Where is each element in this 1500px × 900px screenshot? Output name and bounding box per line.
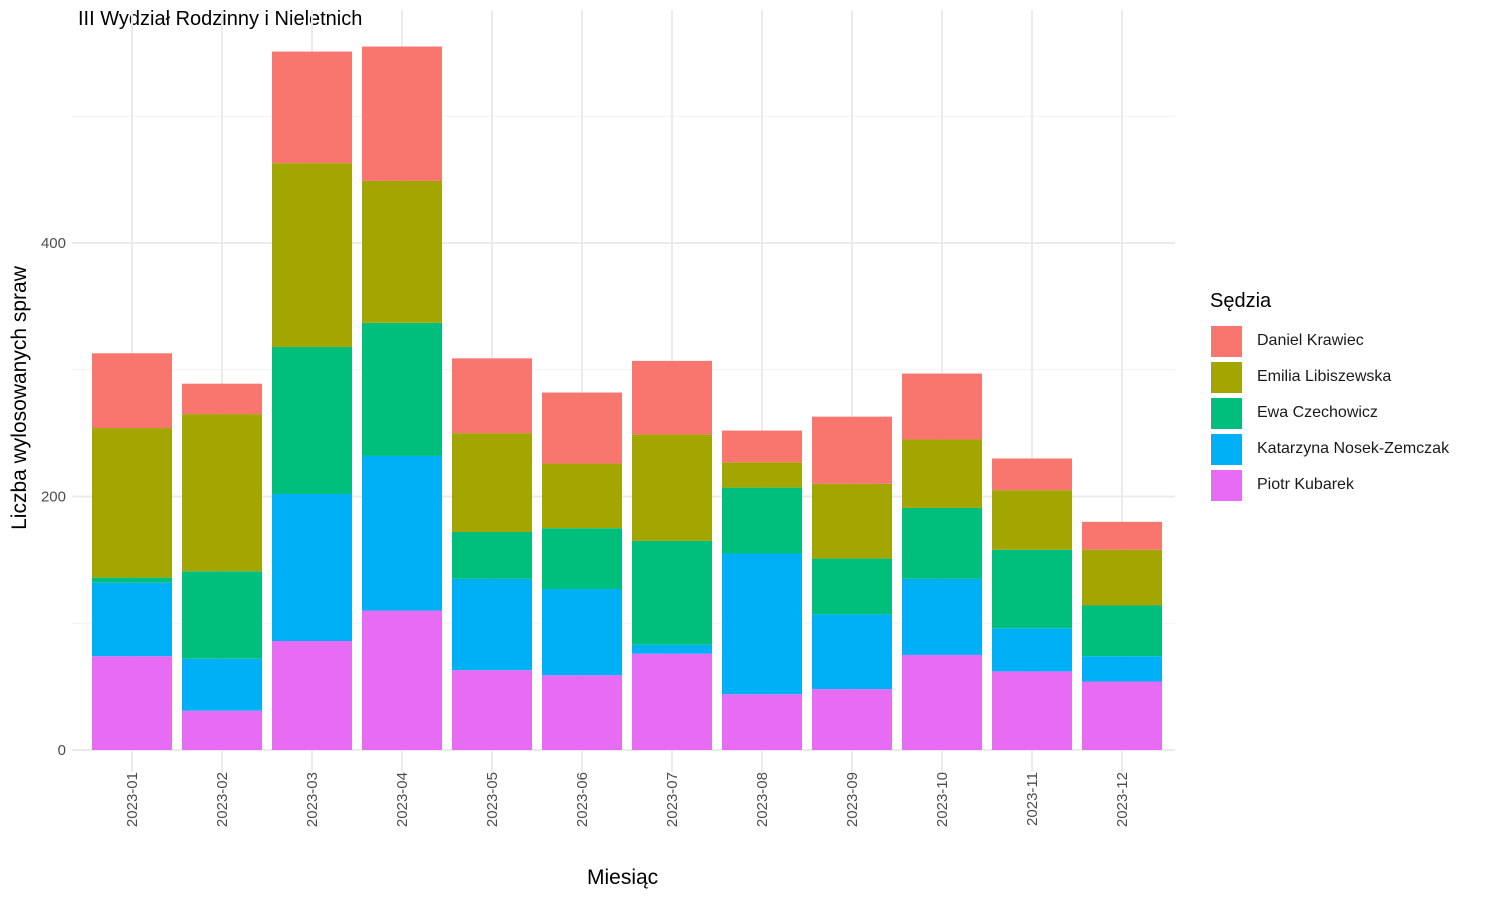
bar-piotr-kubarek-2023-11 (992, 671, 1072, 750)
bar-daniel-krawiec-2023-10 (902, 373, 982, 440)
chart-title: III Wydział Rodzinny i Nieletnich (78, 8, 363, 30)
bar-ewa-czechowicz-2023-06 (542, 528, 622, 590)
bar-katarzyna-nosek-zemczak-2023-09 (812, 614, 892, 690)
legend-item-piotr-kubarek: Piotr Kubarek (1210, 467, 1449, 503)
x-tick-label: 2023-02 (214, 772, 231, 827)
legend-swatch (1210, 432, 1243, 466)
bar-ewa-czechowicz-2023-12 (1082, 605, 1162, 657)
x-tick-label: 2023-01 (124, 772, 141, 827)
y-tick-label: 0 (58, 742, 66, 759)
bar-daniel-krawiec-2023-01 (92, 353, 172, 429)
bar-daniel-krawiec-2023-07 (632, 360, 712, 435)
legend: Sędzia Daniel Krawiec Emilia Libiszewska E… (1210, 290, 1449, 503)
bar-katarzyna-nosek-zemczak-2023-01 (92, 582, 172, 657)
bar-emilia-libiszewska-2023-10 (902, 439, 982, 508)
x-tick-label: 2023-11 (1024, 772, 1041, 826)
bar-emilia-libiszewska-2023-09 (812, 483, 892, 559)
bar-piotr-kubarek-2023-03 (272, 640, 352, 750)
x-tick-label: 2023-09 (844, 772, 861, 827)
bar-katarzyna-nosek-zemczak-2023-12 (1082, 656, 1162, 682)
legend-label: Ewa Czechowicz (1257, 404, 1378, 421)
bar-ewa-czechowicz-2023-01 (92, 577, 172, 583)
bar-emilia-libiszewska-2023-06 (542, 463, 622, 529)
bar-katarzyna-nosek-zemczak-2023-08 (722, 553, 802, 695)
bar-katarzyna-nosek-zemczak-2023-04 (362, 455, 442, 611)
bar-katarzyna-nosek-zemczak-2023-03 (272, 493, 352, 641)
legend-item-daniel-krawiec: Daniel Krawiec (1210, 323, 1449, 359)
x-tick-label: 2023-03 (304, 772, 321, 827)
y-tick-label: 200 (41, 489, 66, 506)
bar-ewa-czechowicz-2023-11 (992, 549, 1072, 629)
y-tick-label: 400 (41, 235, 66, 252)
bar-piotr-kubarek-2023-10 (902, 654, 982, 750)
bar-emilia-libiszewska-2023-04 (362, 180, 442, 323)
bar-ewa-czechowicz-2023-10 (902, 507, 982, 579)
x-axis-label: Miesiąc (587, 866, 659, 889)
bar-ewa-czechowicz-2023-04 (362, 322, 442, 456)
bar-ewa-czechowicz-2023-09 (812, 558, 892, 615)
bar-daniel-krawiec-2023-09 (812, 416, 892, 484)
y-axis-label: Liczba wylosowanych spraw (8, 266, 31, 530)
bar-katarzyna-nosek-zemczak-2023-07 (632, 644, 712, 654)
legend-label: Katarzyna Nosek-Zemczak (1257, 440, 1450, 457)
legend-item-emilia-libiszewska: Emilia Libiszewska (1210, 359, 1449, 395)
legend-swatch (1210, 360, 1243, 394)
bar-ewa-czechowicz-2023-02 (182, 571, 262, 659)
x-tick-label: 2023-12 (1114, 772, 1131, 827)
bar-katarzyna-nosek-zemczak-2023-02 (182, 658, 262, 711)
legend-item-katarzyna-nosek-zemczak: Katarzyna Nosek-Zemczak (1210, 431, 1449, 467)
bar-daniel-krawiec-2023-04 (362, 46, 442, 181)
x-tick-label: 2023-10 (934, 772, 951, 827)
legend-item-ewa-czechowicz: Ewa Czechowicz (1210, 395, 1449, 431)
bar-piotr-kubarek-2023-07 (632, 653, 712, 750)
legend-swatch (1210, 396, 1243, 430)
bar-daniel-krawiec-2023-05 (452, 358, 532, 434)
bar-emilia-libiszewska-2023-11 (992, 490, 1072, 550)
bar-emilia-libiszewska-2023-02 (182, 414, 262, 572)
legend-title: Sędzia (1210, 290, 1272, 312)
bar-piotr-kubarek-2023-06 (542, 675, 622, 750)
bar-ewa-czechowicz-2023-08 (722, 487, 802, 554)
bar-emilia-libiszewska-2023-12 (1082, 549, 1162, 606)
bar-piotr-kubarek-2023-01 (92, 656, 172, 750)
bar-ewa-czechowicz-2023-05 (452, 531, 532, 579)
bar-emilia-libiszewska-2023-03 (272, 163, 352, 347)
legend-label: Daniel Krawiec (1257, 332, 1364, 349)
bar-emilia-libiszewska-2023-01 (92, 428, 172, 578)
bar-daniel-krawiec-2023-11 (992, 458, 1072, 491)
legend-label: Piotr Kubarek (1257, 476, 1354, 493)
bar-daniel-krawiec-2023-06 (542, 392, 622, 464)
bar-daniel-krawiec-2023-08 (722, 430, 802, 463)
bar-ewa-czechowicz-2023-03 (272, 346, 352, 494)
bar-katarzyna-nosek-zemczak-2023-11 (992, 628, 1072, 672)
bar-emilia-libiszewska-2023-05 (452, 433, 532, 532)
bar-daniel-krawiec-2023-03 (272, 51, 352, 164)
bar-ewa-czechowicz-2023-07 (632, 540, 712, 645)
x-tick-label: 2023-04 (394, 772, 411, 827)
x-tick-label: 2023-05 (484, 772, 501, 827)
x-tick-label: 2023-07 (664, 772, 681, 827)
bar-piotr-kubarek-2023-04 (362, 610, 442, 750)
bar-katarzyna-nosek-zemczak-2023-06 (542, 589, 622, 676)
bar-emilia-libiszewska-2023-08 (722, 462, 802, 488)
legend-swatch (1210, 468, 1243, 502)
legend-label: Emilia Libiszewska (1257, 368, 1392, 385)
x-tick-label: 2023-08 (754, 772, 771, 827)
bar-piotr-kubarek-2023-09 (812, 689, 892, 750)
bar-katarzyna-nosek-zemczak-2023-05 (452, 578, 532, 671)
x-tick-label: 2023-06 (574, 772, 591, 827)
bar-piotr-kubarek-2023-08 (722, 694, 802, 750)
bar-daniel-krawiec-2023-12 (1082, 521, 1162, 550)
legend-items: Daniel Krawiec Emilia Libiszewska Ewa Czec… (1210, 323, 1449, 503)
bar-piotr-kubarek-2023-05 (452, 670, 532, 750)
legend-swatch (1210, 324, 1243, 358)
bar-emilia-libiszewska-2023-07 (632, 434, 712, 541)
bar-daniel-krawiec-2023-02 (182, 383, 262, 415)
bar-piotr-kubarek-2023-02 (182, 710, 262, 750)
bar-katarzyna-nosek-zemczak-2023-10 (902, 578, 982, 655)
bar-piotr-kubarek-2023-12 (1082, 681, 1162, 750)
